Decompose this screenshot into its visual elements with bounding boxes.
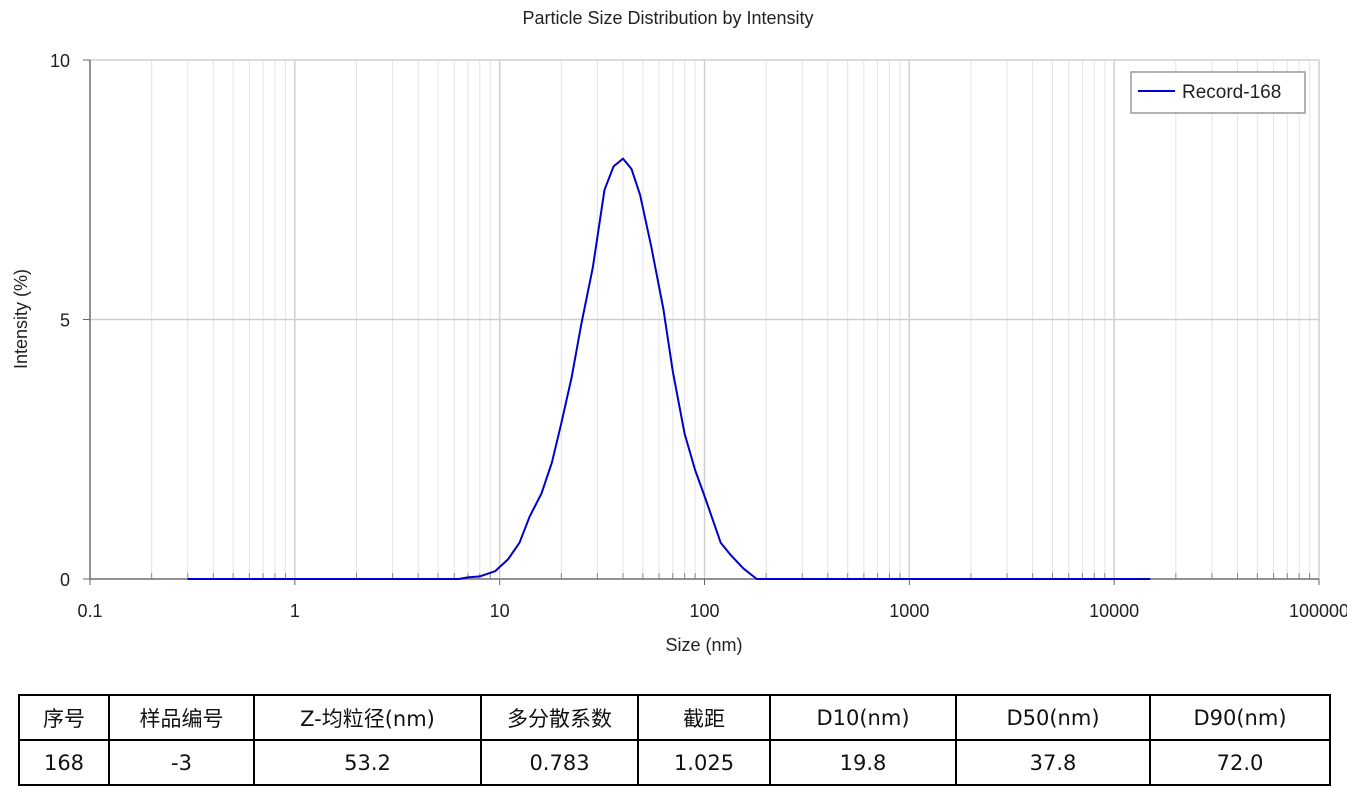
y-axis-label: Intensity (%) [11,269,31,369]
chart-title: Particle Size Distribution by Intensity [522,8,813,28]
cell-d10: 19.8 [769,739,957,786]
legend: Record-168 [1130,71,1306,114]
x-tick-label: 100000 [1289,601,1347,621]
legend-label: Record-168 [1182,82,1281,103]
legend-box [1130,71,1306,114]
y-tick-label: 0 [60,570,70,590]
y-tick-label: 10 [50,51,70,71]
x-tick-label: 100 [689,601,719,621]
x-tick-label: 10 [490,601,510,621]
series-layer [187,157,1151,580]
cell-sample-id: -3 [108,739,255,786]
header-index: 序号 [18,694,110,741]
results-header-row: 序号 样品编号 Z-均粒径(nm) 多分散系数 截距 D10(nm) D50(n… [18,694,1331,741]
header-sample-id: 样品编号 [108,694,255,741]
intensity-chart: Particle Size Distribution by Intensity … [11,8,1347,655]
results-data-row: 168 -3 53.2 0.783 1.025 19.8 37.8 72.0 [18,739,1331,786]
results-table: 序号 样品编号 Z-均粒径(nm) 多分散系数 截距 D10(nm) D50(n… [18,694,1331,786]
header-z-average: Z-均粒径(nm) [253,694,482,741]
x-tick-label: 0.1 [77,601,102,621]
header-intercept: 截距 [637,694,771,741]
x-axis-label: Size (nm) [665,635,742,655]
cell-pdi: 0.783 [480,739,639,786]
header-d50: D50(nm) [955,694,1151,741]
cell-z-average: 53.2 [253,739,482,786]
series-line-record-168 [187,157,1151,580]
cell-intercept: 1.025 [637,739,771,786]
header-d90: D90(nm) [1149,694,1331,741]
y-tick-label: 5 [60,311,70,331]
cell-index: 168 [18,739,110,786]
header-pdi: 多分散系数 [480,694,639,741]
x-tick-label: 1000 [889,601,929,621]
cell-d90: 72.0 [1149,739,1331,786]
x-tick-label: 1 [290,601,300,621]
cell-d50: 37.8 [955,739,1151,786]
x-tick-label: 10000 [1089,601,1139,621]
header-d10: D10(nm) [769,694,957,741]
